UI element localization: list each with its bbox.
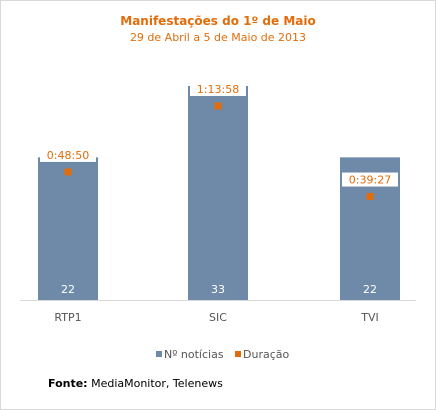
point-label-box-tvi (342, 172, 398, 187)
source-text: MediaMonitor, Telenews (87, 377, 223, 390)
chart-subtitle: 29 de Abril a 5 de Maio de 2013 (129, 31, 307, 44)
point-label-box-rtp1 (40, 147, 96, 162)
x-tick-label-rtp1: RTP1 (54, 311, 81, 324)
source-note: Fonte: MediaMonitor, Telenews (48, 377, 223, 390)
point-rtp1 (64, 168, 72, 176)
bar-sic (188, 86, 248, 300)
point-label-rtp1: 0:48:50 (47, 149, 89, 162)
chart-title: Manifestações do 1º de Maio (120, 14, 316, 28)
legend-swatch-noticias (156, 351, 162, 357)
source-label: Fonte: (48, 377, 88, 390)
bar-label-rtp1: 22 (61, 283, 75, 296)
bar-label-tvi: 22 (363, 283, 377, 296)
legend-swatch-duracao (235, 351, 241, 357)
point-tvi (366, 193, 374, 201)
x-tick-label-tvi: TVI (360, 311, 379, 324)
point-label-box-sic (190, 82, 246, 96)
legend-label-noticias: Nº notícias (164, 348, 224, 361)
legend-label-duracao: Duração (243, 348, 289, 361)
point-label-sic: 1:13:58 (197, 83, 239, 96)
bar-rtp1 (38, 157, 98, 300)
point-sic (214, 102, 222, 110)
point-label-tvi: 0:39:27 (349, 174, 391, 187)
bar-label-sic: 33 (211, 283, 225, 296)
x-tick-label-sic: SIC (209, 311, 227, 324)
